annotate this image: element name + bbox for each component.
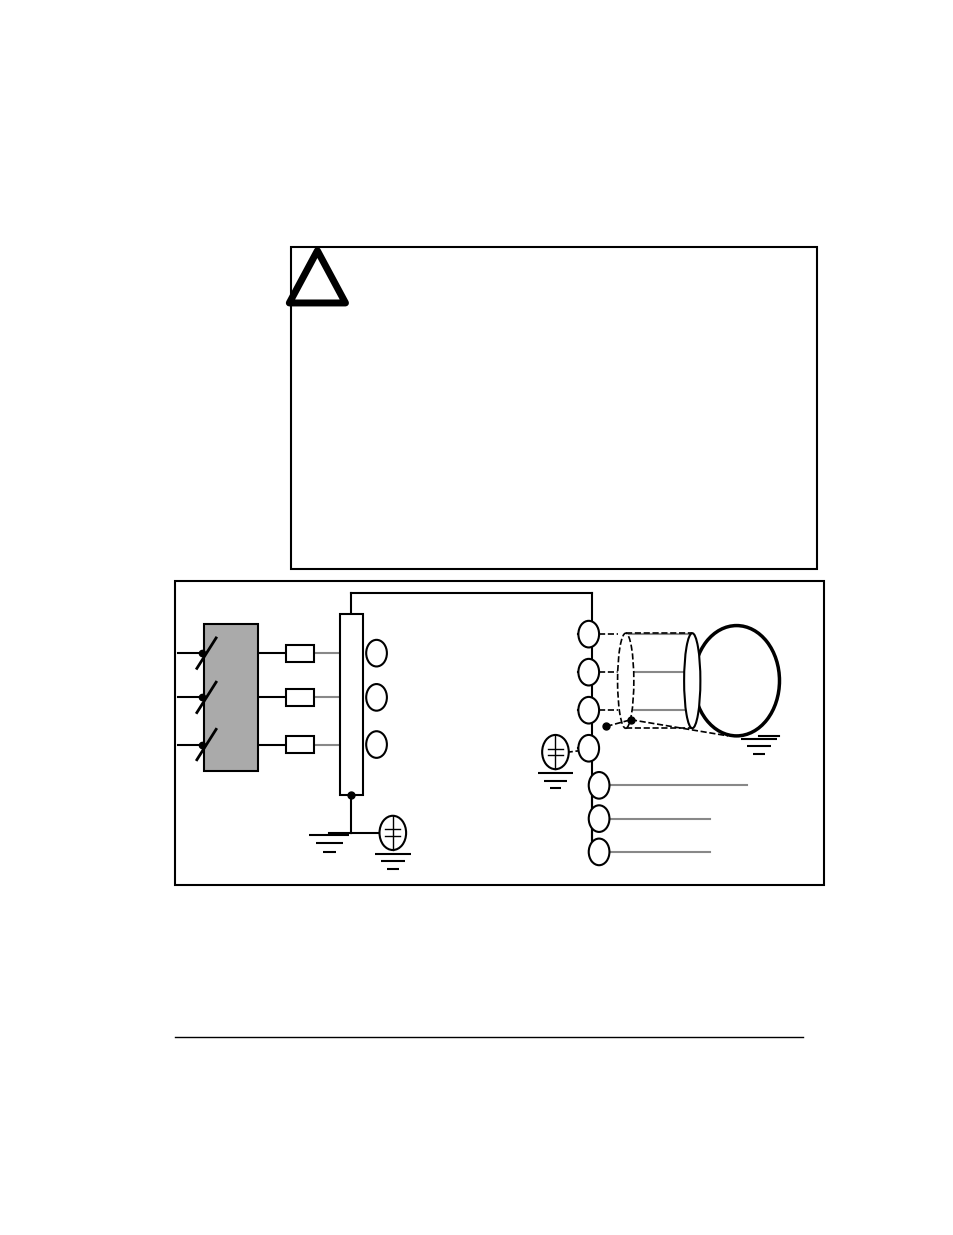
Bar	[285, 736, 314, 753]
Bar	[339, 614, 363, 795]
Circle shape	[366, 640, 387, 667]
Ellipse shape	[683, 634, 700, 729]
Bar	[291, 247, 817, 568]
Ellipse shape	[617, 634, 633, 729]
Bar	[285, 645, 314, 662]
Circle shape	[541, 735, 568, 769]
Circle shape	[366, 731, 387, 758]
Circle shape	[578, 735, 598, 762]
Circle shape	[693, 626, 779, 736]
Circle shape	[379, 816, 406, 850]
Circle shape	[578, 697, 598, 724]
Circle shape	[578, 658, 598, 685]
Circle shape	[588, 839, 609, 866]
Circle shape	[588, 772, 609, 799]
Bar	[285, 689, 314, 706]
Circle shape	[366, 684, 387, 710]
Bar	[204, 624, 257, 771]
Circle shape	[578, 621, 598, 647]
Circle shape	[588, 805, 609, 832]
Polygon shape	[289, 251, 345, 303]
Bar	[174, 580, 823, 885]
